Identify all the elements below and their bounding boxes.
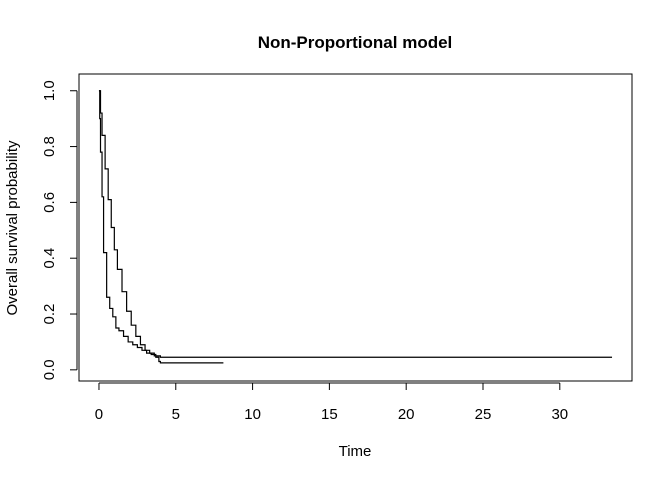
y-tick-label: 0.4 <box>41 248 58 269</box>
y-tick-label: 0.8 <box>41 136 58 157</box>
x-axis-label: Time <box>339 443 372 460</box>
survival-curve-2 <box>98 90 613 358</box>
y-axis: 0.0 0.2 0.4 0.6 0.8 1.0 <box>41 80 78 380</box>
y-axis-label: Overall survival probability <box>4 140 21 316</box>
x-tick-label: 5 <box>172 406 180 423</box>
x-axis: 0 5 10 15 20 25 30 <box>95 382 568 423</box>
x-tick-label: 20 <box>398 406 415 423</box>
x-tick-label: 25 <box>475 406 492 423</box>
x-tick-label: 0 <box>95 406 103 423</box>
x-tick-label: 10 <box>244 406 261 423</box>
x-tick-label: 30 <box>551 406 568 423</box>
series-layer <box>98 90 613 364</box>
y-tick-label: 0.0 <box>41 359 58 380</box>
y-tick-label: 0.2 <box>41 304 58 325</box>
plot-area-box <box>78 73 633 382</box>
y-tick-label: 0.6 <box>41 192 58 213</box>
chart-title: Non-Proportional model <box>258 33 453 52</box>
x-tick-label: 15 <box>321 406 338 423</box>
survival-curve-1 <box>98 90 224 364</box>
y-tick-label: 1.0 <box>41 80 58 101</box>
